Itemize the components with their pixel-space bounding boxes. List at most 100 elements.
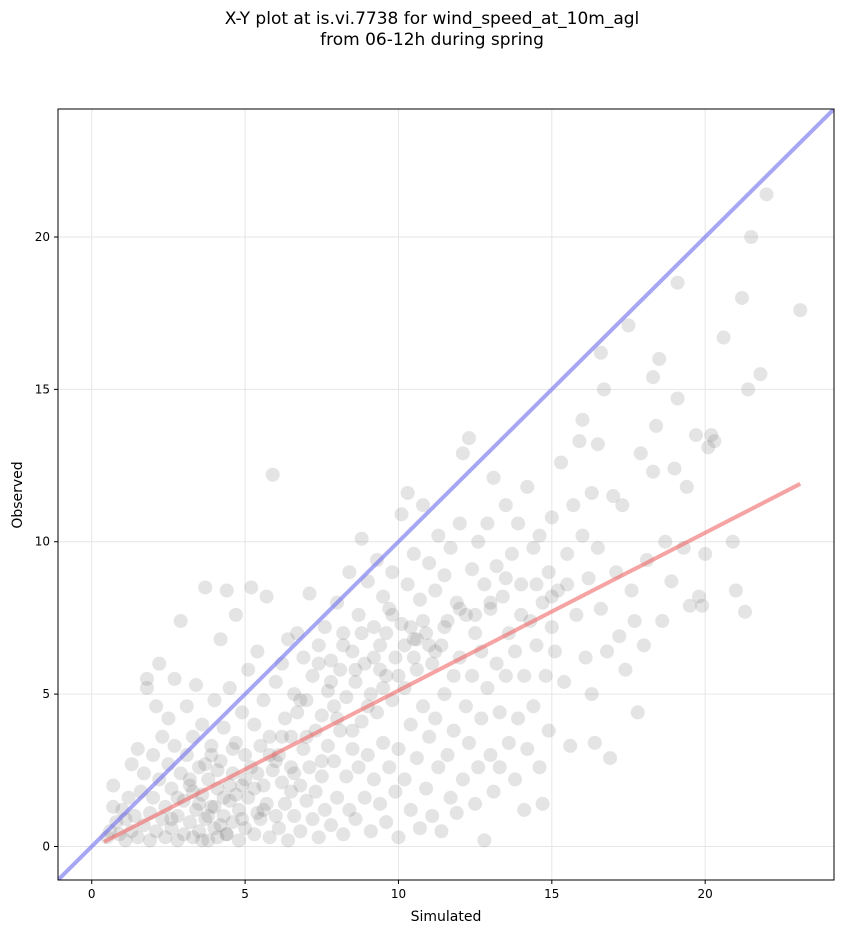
data-point [664, 574, 679, 589]
data-point [495, 589, 510, 604]
data-point [425, 809, 440, 824]
data-point [468, 796, 483, 811]
data-point [330, 790, 345, 805]
data-point [633, 446, 648, 461]
data-point [235, 778, 250, 793]
data-point [498, 571, 513, 586]
data-point [127, 809, 142, 824]
data-point [486, 470, 501, 485]
data-point [566, 498, 581, 513]
data-point [600, 644, 615, 659]
data-point [646, 464, 661, 479]
data-point [274, 775, 289, 790]
data-point [489, 656, 504, 671]
data-point [449, 595, 464, 610]
data-point [284, 760, 299, 775]
data-point [415, 699, 430, 714]
data-point [173, 613, 188, 628]
data-point [517, 668, 532, 683]
data-point [201, 772, 216, 787]
data-point [446, 668, 461, 683]
data-point [256, 778, 271, 793]
data-point [241, 790, 256, 805]
data-point [250, 644, 265, 659]
data-point [287, 766, 302, 781]
data-point [262, 729, 277, 744]
data-point [284, 729, 299, 744]
data-point [504, 546, 519, 561]
chart-title-line: X-Y plot at is.vi.7738 for wind_speed_at… [225, 9, 640, 29]
data-point [323, 674, 338, 689]
data-point [348, 674, 363, 689]
data-point [336, 626, 351, 641]
data-point [287, 809, 302, 824]
data-point [299, 793, 314, 808]
data-point [498, 498, 513, 513]
data-point [538, 668, 553, 683]
data-point [198, 812, 213, 827]
data-point [146, 790, 161, 805]
data-point [164, 812, 179, 827]
data-point [406, 650, 421, 665]
data-point [216, 720, 231, 735]
data-point [213, 754, 228, 769]
data-point [550, 583, 565, 598]
data-point [544, 589, 559, 604]
data-point [213, 632, 228, 647]
data-point [216, 809, 231, 824]
data-point [222, 681, 237, 696]
data-point [590, 437, 605, 452]
data-point [277, 711, 292, 726]
data-point [514, 577, 529, 592]
data-point [388, 784, 403, 799]
data-point [118, 833, 133, 848]
data-point [314, 708, 329, 723]
data-point [317, 620, 332, 635]
data-point [238, 748, 253, 763]
data-point [596, 382, 611, 397]
data-point [293, 778, 308, 793]
data-point [231, 833, 246, 848]
data-point [376, 681, 391, 696]
data-point [195, 717, 210, 732]
data-point [130, 741, 145, 756]
data-point [415, 613, 430, 628]
y-tick-label: 20 [35, 230, 50, 244]
data-point [670, 275, 685, 290]
data-point [428, 583, 443, 598]
data-point [400, 485, 415, 500]
data-point [400, 577, 415, 592]
data-point [535, 595, 550, 610]
data-point [179, 699, 194, 714]
data-point [342, 802, 357, 817]
data-point [443, 540, 458, 555]
data-point [253, 812, 268, 827]
data-point [210, 763, 225, 778]
data-point [462, 431, 477, 446]
data-point [373, 638, 388, 653]
data-point [192, 760, 207, 775]
data-point [458, 607, 473, 622]
data-point [284, 784, 299, 799]
data-point [544, 620, 559, 635]
data-point [146, 748, 161, 763]
data-point [584, 485, 599, 500]
data-point [385, 565, 400, 580]
data-point [354, 714, 369, 729]
x-axis-label: Simulated [411, 909, 482, 925]
y-axis-ticks: 0 5 10 15 20 [35, 230, 58, 853]
data-point [299, 693, 314, 708]
data-point [471, 760, 486, 775]
data-point [327, 699, 342, 714]
data-point [250, 766, 265, 781]
data-point [554, 455, 569, 470]
data-point [741, 382, 756, 397]
data-point [560, 546, 575, 561]
data-point [584, 687, 599, 702]
data-point [219, 827, 234, 842]
plot-frame [57, 108, 835, 881]
data-point [376, 735, 391, 750]
data-point [520, 479, 535, 494]
chart-title-line: from 06-12h during spring [320, 30, 544, 50]
data-point [569, 607, 584, 622]
